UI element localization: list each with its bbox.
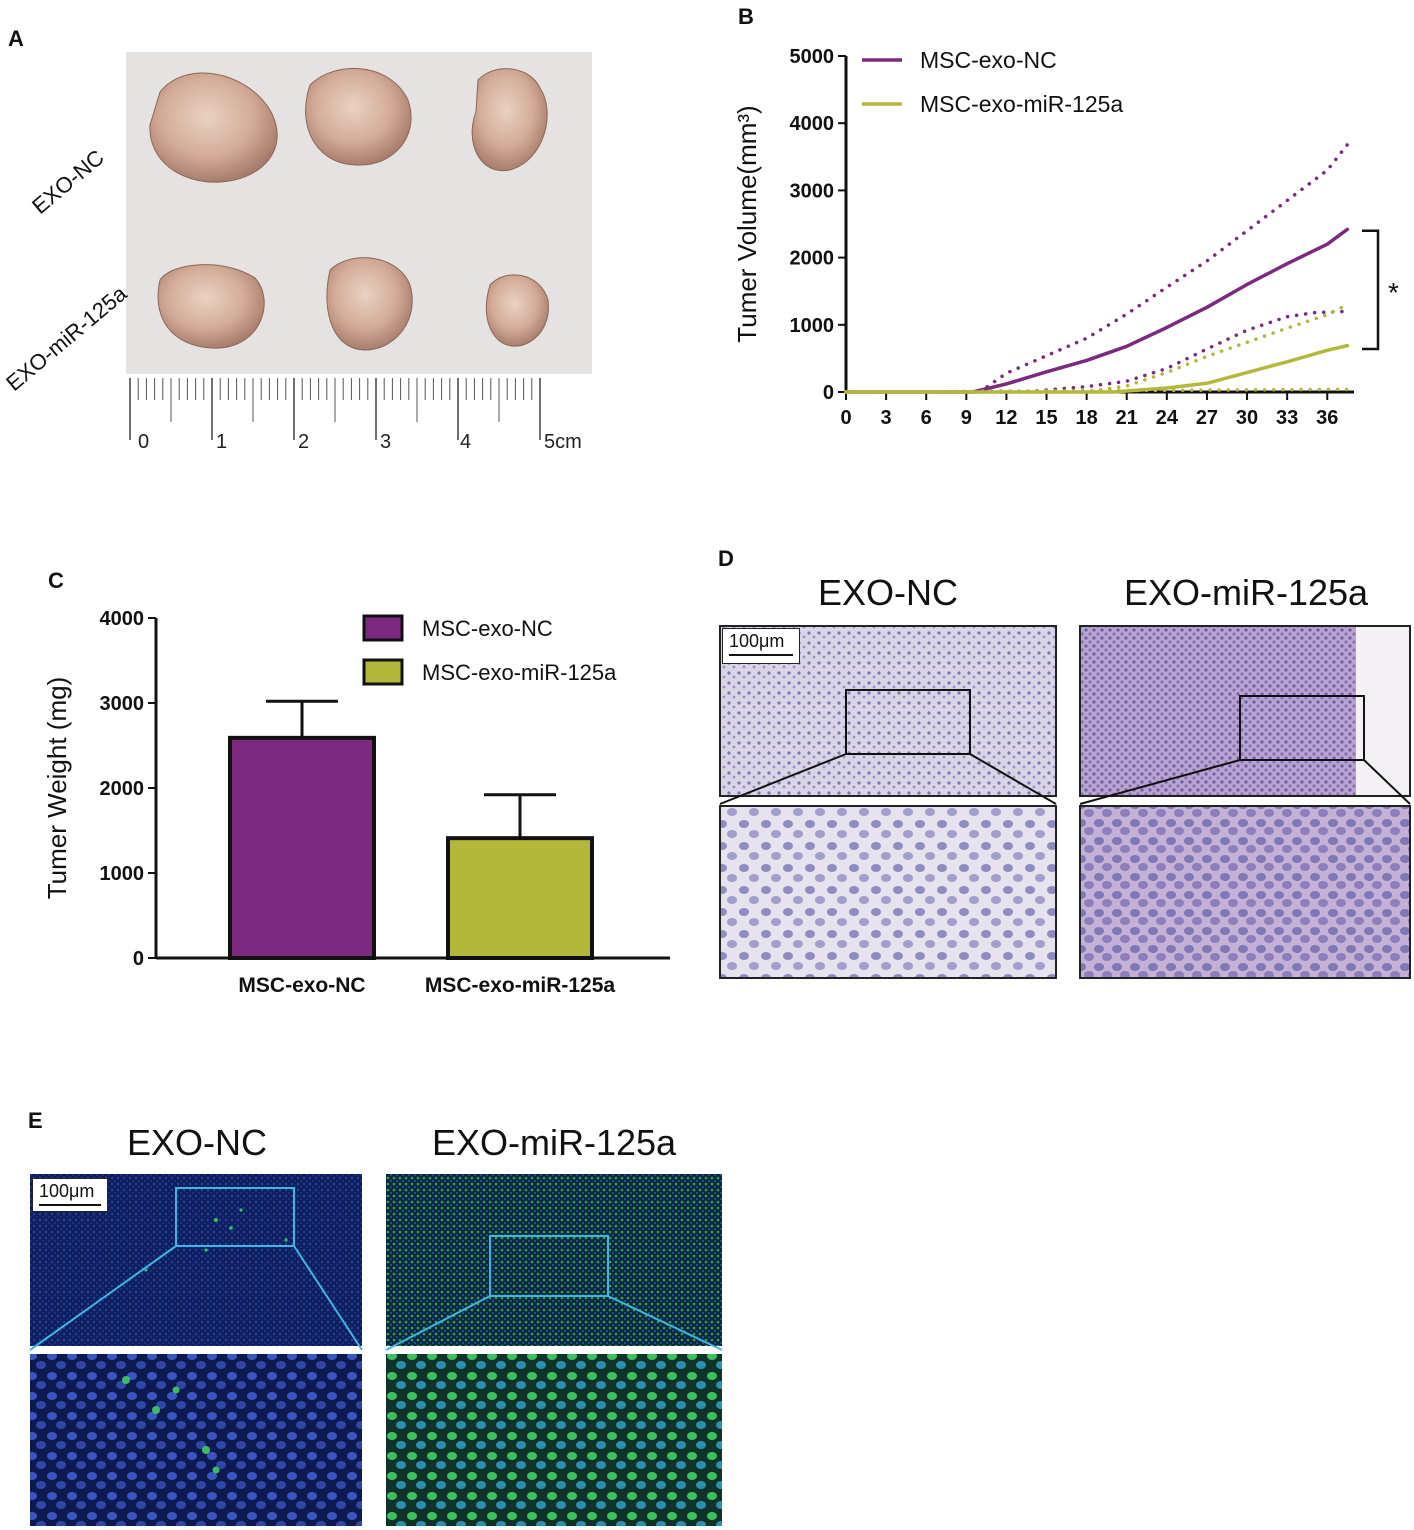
series-line: [844, 343, 1350, 394]
y-tick-label: 0: [133, 948, 144, 970]
x-tick-label: 15: [1035, 407, 1057, 429]
y-tick-label: 4000: [790, 113, 835, 135]
x-tick-label: 27: [1196, 407, 1218, 429]
x-tick-label: 6: [921, 407, 932, 429]
y-tick-label: 5000: [790, 46, 835, 68]
bar: [228, 735, 376, 960]
scale-bar-d: 100μm: [722, 628, 800, 664]
ruler-label: 2: [298, 431, 309, 453]
y-axis-title: Tumer Weight (mg): [42, 677, 72, 900]
x-tick-label: 18: [1076, 407, 1098, 429]
x-category-label: MSC-exo-miR-125a: [425, 974, 616, 997]
x-tick-label: 0: [840, 407, 851, 429]
x-tick-label: 21: [1116, 407, 1138, 429]
y-tick-label: 2000: [790, 248, 835, 270]
zoom-box-e-nc: [175, 1187, 295, 1247]
series-bound-line: [844, 302, 1350, 394]
panel-label-b: B: [738, 4, 754, 29]
significance-star: *: [1388, 277, 1399, 308]
x-tick-label: 24: [1156, 407, 1179, 429]
legend-label: MSC-exo-miR-125a: [422, 660, 617, 685]
x-tick-label: 9: [961, 407, 972, 429]
x-tick-label: 30: [1236, 407, 1258, 429]
x-tick-label: 3: [881, 407, 892, 429]
panel-label-d: D: [718, 546, 734, 571]
y-tick-label: 2000: [100, 778, 145, 800]
zoom-box-e-mir: [489, 1235, 609, 1297]
green-cells-nc: [122, 1376, 220, 1474]
y-tick-label: 4000: [100, 608, 145, 630]
tumor-row-mir: [157, 257, 549, 351]
panel-e-title-nc: EXO-NC: [126, 1122, 267, 1163]
legend-label: MSC-exo-NC: [920, 47, 1057, 73]
series-line: [844, 227, 1350, 394]
ruler-minor-ticks: [137, 378, 533, 422]
ruler-label: 0: [138, 431, 149, 453]
scale-bar-label: 100μm: [39, 1181, 95, 1201]
x-tick-label: 12: [995, 407, 1017, 429]
x-tick-label: 33: [1276, 407, 1298, 429]
y-tick-label: 1000: [790, 315, 835, 337]
row-label-nc: EXO-NC: [27, 145, 109, 219]
y-tick-label: 3000: [100, 693, 145, 715]
panel-d-title-mir: EXO-miR-125a: [1123, 572, 1369, 613]
significance-bracket: [1362, 229, 1380, 351]
x-category-label: MSC-exo-NC: [238, 974, 365, 997]
he-histology-figure: [719, 625, 1411, 979]
x-tick-label: 36: [1316, 407, 1338, 429]
fluorescence-figure: [29, 1174, 723, 1526]
scale-bar-e: 100μm: [32, 1178, 108, 1212]
tumor-weight-chart: 0 1000 2000 3000 4000 Tumer Weight (mg) MSC-ex…: [42, 608, 670, 997]
scale-bar-label: 100μm: [729, 631, 785, 651]
series-bound-line: [977, 142, 1350, 394]
ruler-label: 1: [216, 431, 227, 453]
panel-label-e: E: [28, 1108, 43, 1133]
bar: [446, 836, 594, 960]
panel-d-title-nc: EXO-NC: [817, 572, 958, 613]
y-tick-label: 1000: [100, 863, 145, 885]
legend-swatch: [362, 614, 404, 642]
ruler-label: 5cm: [544, 431, 582, 453]
tumor-photo: 0 1 2 3 4 5cm EXO-NC EXO-miR-125a: [1, 52, 592, 453]
ruler: [129, 378, 541, 440]
ruler-label: 3: [380, 431, 391, 453]
green-signal-spots: [144, 1208, 288, 1272]
legend-label: MSC-exo-NC: [422, 616, 553, 641]
series-bound-line: [844, 309, 1350, 394]
series-bound-line: [844, 387, 1350, 394]
y-tick-label: 0: [823, 382, 834, 404]
panel-label-c: C: [48, 568, 64, 593]
legend-label: MSC-exo-miR-125a: [920, 91, 1123, 117]
tumor-row-nc: [149, 67, 548, 183]
zoom-box-nc: [845, 689, 971, 755]
row-label-mir: EXO-miR-125a: [1, 280, 132, 396]
zoom-box-mir: [1239, 695, 1365, 761]
panel-e-title-mir: EXO-miR-125a: [431, 1122, 677, 1163]
y-tick-label: 3000: [790, 180, 835, 202]
ruler-label: 4: [460, 431, 471, 453]
y-axis-title: Tumer Volume(mm³): [732, 105, 762, 342]
legend-swatch: [362, 658, 404, 686]
panel-label-a: A: [8, 26, 24, 51]
